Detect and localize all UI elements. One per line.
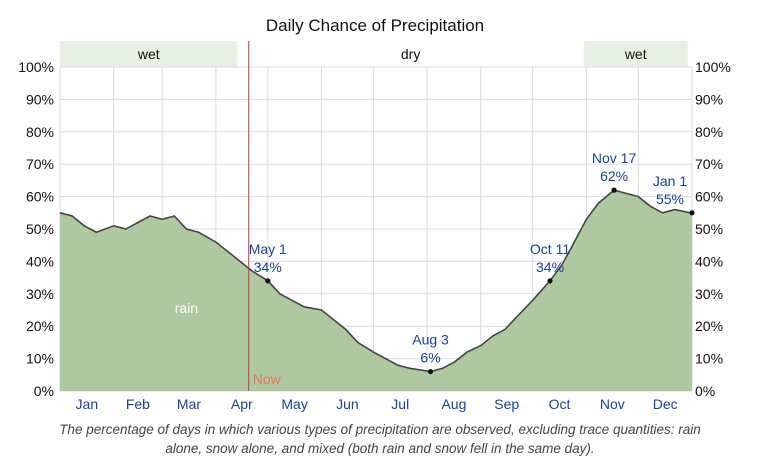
y-tick-left: 60% (26, 189, 54, 205)
x-tick-aug: Aug (441, 396, 466, 412)
annotation-value-1: 6% (420, 350, 440, 366)
y-tick-right: 100% (695, 59, 731, 75)
season-band-wet-2 (583, 41, 688, 67)
area-rain (60, 190, 692, 391)
x-tick-jul: Jul (391, 396, 409, 412)
x-tick-jan: Jan (76, 396, 99, 412)
y-tick-left: 70% (26, 156, 54, 172)
y-tick-right: 40% (695, 253, 723, 269)
series-line-rain (59, 189, 692, 373)
annotation-dot-2 (547, 278, 553, 284)
y-tick-right: 30% (695, 286, 723, 302)
x-tick-mar: Mar (177, 396, 201, 412)
chart-title: Daily Chance of Precipitation (266, 16, 484, 35)
y-tick-left: 100% (18, 59, 54, 75)
chart-caption: The percentage of days in which various … (59, 422, 701, 456)
precipitation-chart: Daily Chance of Precipitation wet dry wet … (18, 16, 731, 412)
y-tick-left: 10% (26, 351, 54, 367)
now-marker: Now (248, 41, 282, 391)
y-tick-right: 70% (695, 156, 723, 172)
y-tick-left: 40% (26, 253, 54, 269)
annotation-dot-4 (689, 210, 695, 216)
annotation-dot-1 (427, 368, 434, 375)
x-tick-may: May (281, 396, 307, 412)
x-tick-sep: Sep (494, 396, 519, 412)
annotation-date-0: May 1 (249, 241, 287, 257)
x-tick-jun: Jun (336, 396, 359, 412)
x-tick-oct: Oct (549, 396, 571, 412)
y-tick-left: 0% (34, 383, 54, 399)
annotation-value-4: 55% (656, 191, 684, 207)
now-label: Now (253, 371, 282, 387)
annotations: May 1 34% Aug 3 6% Oct 11 34% Nov 17 62% Jan 1 55… (249, 150, 695, 375)
y-tick-left: 90% (26, 91, 54, 107)
season-label-wet-2: wet (624, 46, 647, 62)
y-tick-right: 50% (695, 221, 723, 237)
y-tick-right: 10% (695, 351, 723, 367)
x-tick-nov: Nov (600, 396, 625, 412)
season-bands: wet dry wet (60, 41, 688, 67)
annotation-value-2: 34% (536, 259, 564, 275)
y-tick-right: 20% (695, 318, 723, 334)
x-axis: Jan Feb Mar Apr May Jun Jul Aug Sep Oct Nov Dec (76, 396, 678, 412)
annotation-date-4: Jan 1 (653, 173, 687, 189)
annotation-value-3: 62% (600, 168, 628, 184)
annotation-date-1: Aug 3 (412, 332, 449, 348)
annotation-date-3: Nov 17 (592, 150, 637, 166)
season-label-wet-0: wet (137, 46, 160, 62)
area-label-rain: rain (175, 300, 198, 316)
y-tick-left: 20% (26, 318, 54, 334)
y-tick-left: 80% (26, 124, 54, 140)
annotation-date-2: Oct 11 (530, 241, 570, 257)
y-axis-left: 0% 10% 20% 30% 40% 50% 60% 70% 80% 90% 100% (18, 59, 54, 399)
season-label-dry-1: dry (401, 46, 420, 62)
x-tick-feb: Feb (126, 396, 150, 412)
y-tick-right: 0% (695, 383, 715, 399)
annotation-dot-0 (265, 278, 271, 284)
annotation-dot-3 (611, 187, 617, 193)
y-tick-right: 60% (695, 189, 723, 205)
area-layer: rain (59, 189, 692, 391)
season-band-wet-0 (60, 41, 238, 67)
y-tick-right: 80% (695, 124, 723, 140)
x-tick-apr: Apr (231, 396, 253, 412)
annotation-value-0: 34% (254, 259, 282, 275)
x-tick-dec: Dec (653, 396, 678, 412)
y-axis-right: 0% 10% 20% 30% 40% 50% 60% 70% 80% 90% 100% (695, 59, 731, 399)
y-tick-left: 50% (26, 221, 54, 237)
y-tick-left: 30% (26, 286, 54, 302)
y-tick-right: 90% (695, 91, 723, 107)
